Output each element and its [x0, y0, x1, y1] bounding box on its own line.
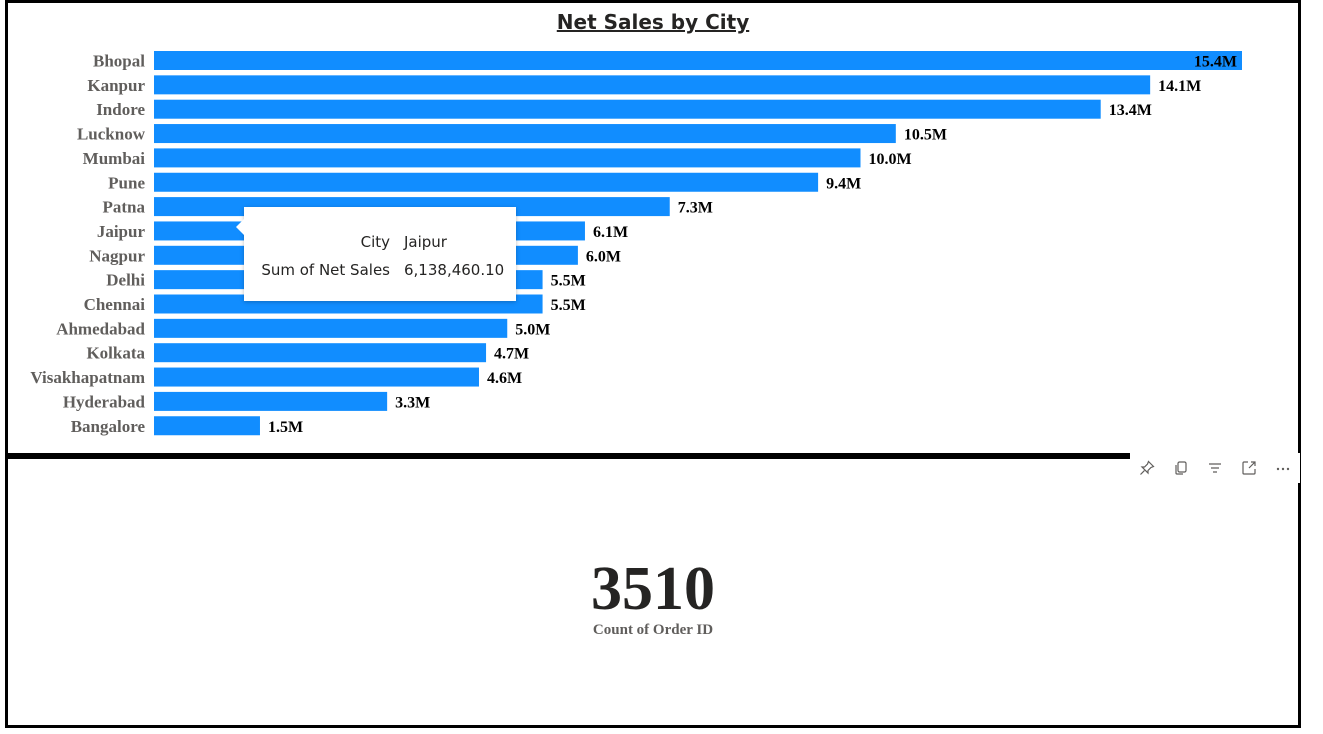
data-label: 3.3M: [395, 394, 430, 411]
tooltip-key: City: [360, 233, 390, 251]
data-label: 7.3M: [678, 200, 713, 217]
data-label: 9.4M: [826, 175, 861, 192]
category-label: Lucknow: [77, 125, 146, 144]
category-label: Mumbai: [83, 149, 146, 168]
data-label: 10.0M: [868, 151, 911, 168]
data-label: 6.1M: [593, 224, 628, 241]
category-label: Hyderabad: [63, 392, 146, 411]
category-label: Visakhapatnam: [30, 368, 145, 387]
data-label: 5.0M: [515, 321, 550, 338]
tooltip-key: Sum of Net Sales: [261, 261, 390, 279]
visual-header-toolbar: [1130, 453, 1300, 483]
data-label: 10.5M: [904, 127, 947, 144]
category-label: Jaipur: [97, 222, 146, 241]
bar-ahmedabad[interactable]: [154, 318, 508, 338]
bar-mumbai[interactable]: [154, 148, 861, 168]
category-label: Indore: [96, 100, 145, 119]
copy-icon[interactable]: [1170, 457, 1192, 479]
chart-title: Net Sales by City: [556, 10, 750, 34]
chart-tooltip: City Jaipur Sum of Net Sales 6,138,460.1…: [236, 207, 516, 301]
data-label: 6.0M: [586, 248, 621, 265]
bar-bhopal[interactable]: [154, 51, 1242, 70]
tooltip-value: 6,138,460.10: [404, 261, 505, 279]
bar-bangalore[interactable]: [154, 416, 260, 436]
tooltip-row-city: City Jaipur: [244, 233, 516, 255]
bar-lucknow[interactable]: [154, 124, 896, 144]
bar-kanpur[interactable]: [154, 75, 1151, 95]
data-label: 5.5M: [551, 297, 586, 314]
category-label: Patna: [103, 198, 146, 217]
category-label: Kolkata: [86, 344, 145, 363]
filter-icon[interactable]: [1204, 457, 1226, 479]
bar-pune[interactable]: [154, 172, 819, 192]
focus-mode-icon[interactable]: [1238, 457, 1260, 479]
data-label: 14.1M: [1158, 78, 1201, 95]
data-label: 15.4M: [1194, 54, 1237, 71]
tooltip-value: Jaipur: [404, 233, 447, 251]
net-sales-chart-panel[interactable]: Net Sales by City Bhopal 15.4M Kanpur 14.1M…: [5, 0, 1301, 456]
category-label: Pune: [108, 173, 145, 192]
card-value: 3510: [591, 555, 715, 623]
order-count-card[interactable]: 3510 Count of Order ID: [5, 456, 1301, 728]
bar-chart[interactable]: Bhopal 15.4M Kanpur 14.1M Indore 13.4M Lucknow…: [8, 3, 1298, 453]
data-label: 13.4M: [1109, 102, 1152, 119]
data-label: 4.7M: [494, 346, 529, 363]
category-label: Delhi: [106, 271, 145, 290]
bar-kolkata[interactable]: [154, 343, 487, 363]
card-label: Count of Order ID: [592, 622, 714, 638]
data-label: 5.5M: [551, 273, 586, 290]
data-label: 4.6M: [487, 370, 522, 387]
category-label: Nagpur: [89, 246, 145, 265]
pin-icon[interactable]: [1136, 457, 1158, 479]
category-label: Ahmedabad: [56, 319, 145, 338]
tooltip-row-net-sales: Sum of Net Sales 6,138,460.10: [244, 261, 516, 283]
data-label: 1.5M: [268, 419, 303, 436]
bar-hyderabad[interactable]: [154, 391, 388, 411]
category-label: Bangalore: [71, 417, 146, 436]
bar-visakhapatnam[interactable]: [154, 367, 479, 387]
more-options-icon[interactable]: [1272, 457, 1294, 479]
category-label: Chennai: [84, 295, 146, 314]
category-label: Bhopal: [93, 52, 145, 71]
category-label: Kanpur: [87, 76, 145, 95]
bar-indore[interactable]: [154, 99, 1101, 119]
